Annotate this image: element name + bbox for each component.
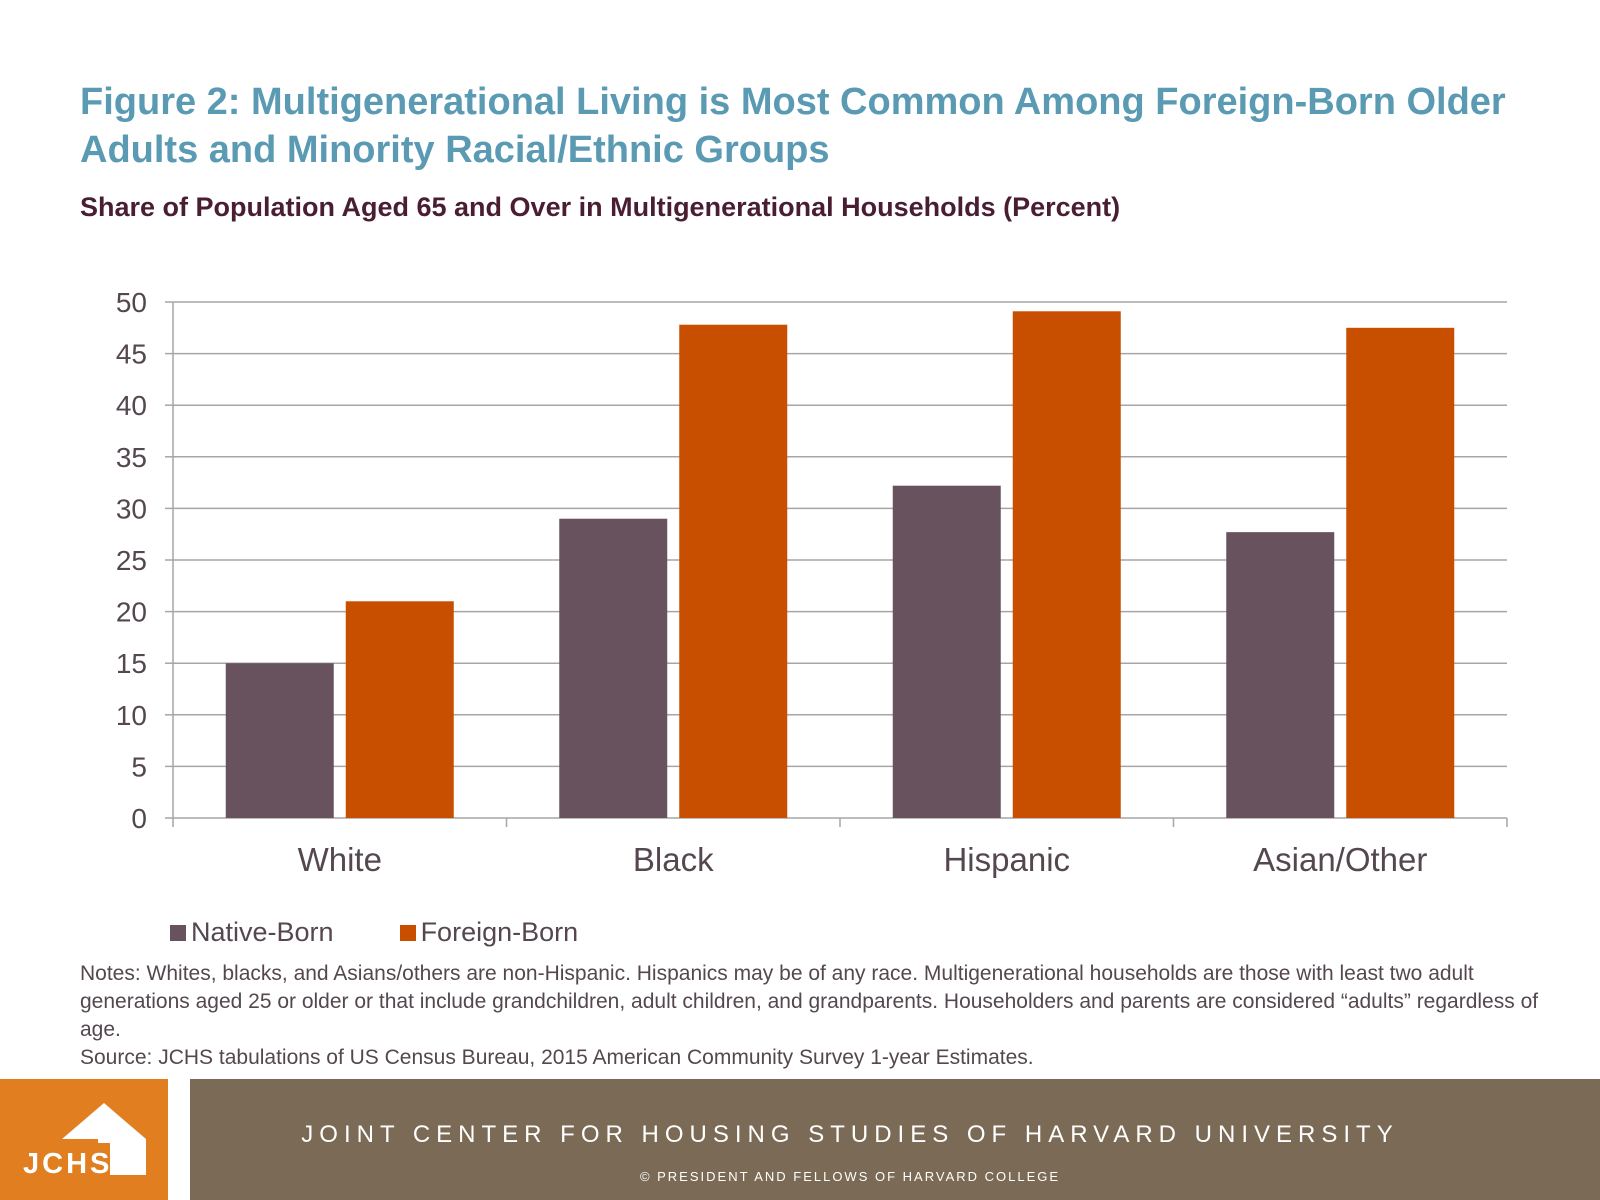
figure-subtitle: Share of Population Aged 65 and Over in … [80,192,1121,222]
bar-foreign-born-hispanic [1012,311,1121,818]
legend-label-native-born: Native-Born [191,917,334,947]
bar-native-born-asian-other [1226,532,1335,818]
x-category-label: Hispanic [943,841,1070,878]
chart-legend: Native-Born Foreign-Born [170,917,578,948]
footer-band: JOINT CENTER FOR HOUSING STUDIES OF HARV… [190,1079,1600,1200]
y-tick-label: 35 [116,442,147,473]
y-tick-label: 0 [131,803,147,834]
x-category-label: Asian/Other [1253,841,1427,878]
y-tick-label: 20 [116,597,147,628]
bar-foreign-born-white [345,601,454,818]
legend-item-foreign-born: Foreign-Born [399,917,579,948]
bar-native-born-hispanic [892,485,1001,818]
house-icon [62,1103,146,1175]
bar-native-born-white [225,663,334,818]
jchs-logo: JCHS [0,1079,168,1200]
y-tick-label: 5 [131,751,147,782]
y-tick-label: 40 [116,390,147,421]
y-tick-label: 45 [116,339,147,370]
chart-notes: Notes: Whites, blacks, and Asians/others… [80,960,1580,1072]
legend-item-native-born: Native-Born [170,917,334,948]
y-tick-label: 25 [116,545,147,576]
legend-swatch-foreign-born [399,924,416,941]
logo-text: JCHS [23,1148,113,1180]
y-tick-label: 50 [116,287,147,318]
figure-title: Figure 2: Multigenerational Living is Mo… [80,81,1506,171]
x-category-label: Black [633,841,714,878]
bar-native-born-black [559,518,668,818]
legend-label-foreign-born: Foreign-Born [420,917,579,947]
bar-foreign-born-black [679,324,788,818]
copyright-text: © PRESIDENT AND FELLOWS OF HARVARD COLLE… [639,1169,1061,1184]
organization-name: JOINT CENTER FOR HOUSING STUDIES OF HARV… [301,1121,1399,1148]
notes-text: Notes: Whites, blacks, and Asians/others… [80,962,1539,1041]
source-text: Source: JCHS tabulations of US Census Bu… [80,1046,1034,1069]
bar-foreign-born-asian-other [1346,327,1455,818]
y-tick-label: 10 [116,700,147,731]
legend-swatch-native-born [170,924,186,941]
y-tick-label: 30 [116,493,147,524]
y-tick-label: 15 [116,648,147,679]
x-category-label: White [298,841,382,878]
bar-chart: 0 5 10 15 20 25 30 35 40 45 50 White Black Hispanic As… [116,287,1508,878]
